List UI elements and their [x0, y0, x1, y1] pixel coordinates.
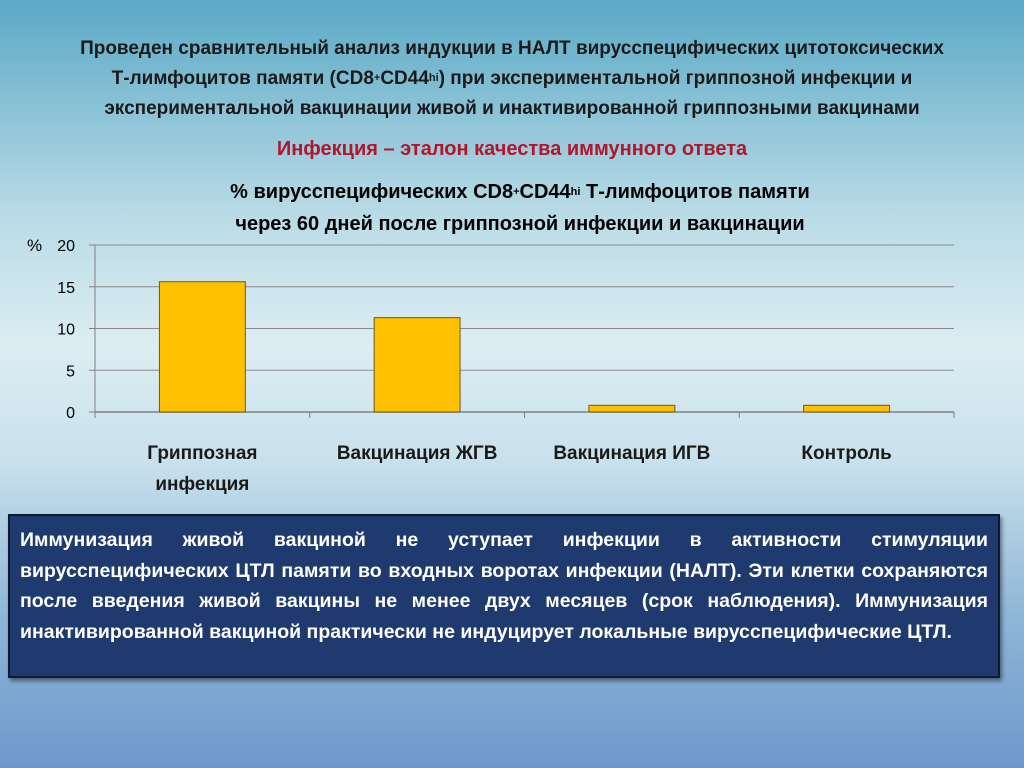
x-tick-label: Контроль: [801, 443, 891, 464]
bar-chart: 0 5 10 15 20% Гриппозная инфекция Вакцинация ЖГ…: [27, 236, 955, 495]
bar: [588, 404, 676, 413]
title-line-2-part-c: ) при экспериментальной гриппозной инфек…: [438, 68, 913, 89]
x-tick-label: Гриппозная инфекция: [147, 443, 257, 495]
chart-title-sup-hi: hi: [570, 186, 581, 198]
chart-title-sup-plus: +: [513, 186, 520, 198]
y-tick-label: 15: [57, 280, 75, 297]
chart-title-line-1: % вирусспецифических CD8+CD44hi Т-лимфоц…: [100, 176, 940, 208]
chart-title-part-b: CD44: [519, 181, 571, 203]
chart-title: % вирусспецифических CD8+CD44hi Т-лимфоц…: [100, 176, 940, 240]
bar: [803, 404, 891, 413]
highlight-statement: Инфекция – эталон качества иммунного отв…: [276, 138, 748, 160]
x-tick-label-line: Гриппозная: [147, 443, 257, 464]
bar: [373, 317, 461, 413]
title-line-2: Т-лимфоцитов памяти (CD8+CD44hi) при экс…: [20, 64, 1004, 94]
x-tick-label: Вакцинация ЖГВ: [337, 443, 498, 464]
x-tick-label: Вакцинация ИГВ: [553, 443, 710, 464]
y-tick-label: 0: [66, 405, 75, 422]
y-tick-label: 10: [57, 322, 75, 339]
title-line-2-part-b: CD44: [380, 68, 429, 89]
y-tick-label: 5: [66, 363, 75, 380]
title-sup-hi: hi: [428, 72, 439, 84]
chart-title-line-2: через 60 дней после гриппозной инфекции …: [235, 213, 805, 235]
y-axis-label: %: [27, 236, 42, 255]
conclusion-text: Иммунизация живой вакциной не уступает и…: [20, 529, 988, 643]
title-sup-plus: +: [373, 72, 381, 84]
x-tick-label-line: Вакцинация ЖГВ: [337, 443, 498, 464]
chart-title-part-a: % вирусспецифических CD8: [230, 181, 514, 203]
slide-title: Проведен сравнительный анализ индукции в…: [20, 34, 1004, 124]
bar: [158, 281, 246, 413]
title-line-1: Проведен сравнительный анализ индукции в…: [80, 38, 944, 59]
x-tick-label-line: Вакцинация ИГВ: [553, 443, 710, 464]
y-tick-label: 20: [57, 238, 75, 255]
x-tick-label-line: Контроль: [801, 443, 891, 464]
title-line-3: экспериментальной вакцинации живой и ина…: [104, 98, 920, 119]
chart-title-part-c: Т-лимфоцитов памяти: [580, 181, 810, 203]
conclusion-box: Иммунизация живой вакциной не уступает и…: [8, 514, 1000, 678]
title-line-2-part-a: Т-лимфоцитов памяти (CD8: [111, 68, 374, 89]
x-tick-label-line: инфекция: [155, 474, 249, 495]
